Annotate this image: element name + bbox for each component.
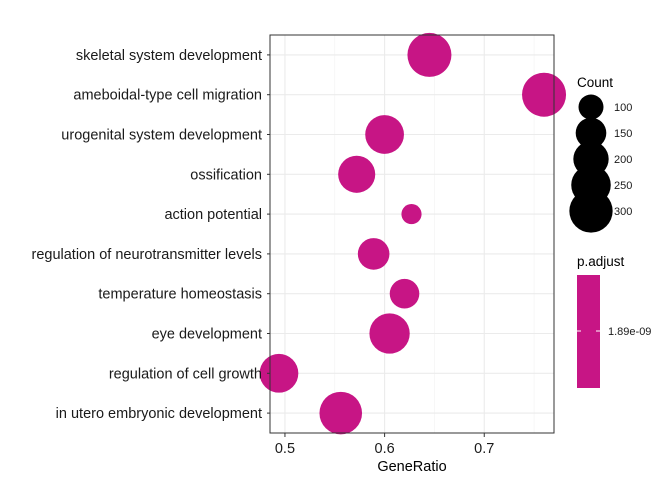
y-tick-label: eye development [152, 327, 262, 343]
y-axis-labels: skeletal system development ameboidal-typ… [31, 48, 270, 422]
y-tick-label: action potential [164, 207, 262, 223]
p-adjust-legend: p.adjust 1.89e-09 [577, 254, 651, 388]
data-point [319, 391, 363, 435]
count-legend-label: 250 [614, 180, 632, 192]
count-legend-label: 150 [614, 128, 632, 140]
count-legend-key [578, 94, 604, 120]
data-point [522, 72, 567, 117]
x-axis-ticks: 0.5 0.6 0.7 [275, 433, 494, 457]
p-adjust-legend-title: p.adjust [577, 254, 625, 269]
count-legend-title: Count [577, 75, 613, 90]
panel-background [270, 35, 554, 433]
x-tick-label: 0.7 [474, 441, 494, 457]
count-legend-label: 100 [614, 102, 632, 114]
y-tick-label: regulation of cell growth [109, 366, 262, 382]
count-legend-label: 200 [614, 154, 632, 166]
count-legend-label: 300 [614, 206, 632, 218]
y-tick-label: regulation of neurotransmitter levels [31, 247, 262, 263]
data-point [357, 238, 390, 270]
data-points [259, 32, 567, 435]
y-tick-label: in utero embryonic development [56, 406, 262, 422]
data-point [365, 115, 404, 154]
data-point [401, 204, 422, 225]
data-point [389, 278, 420, 309]
p-adjust-colorbar [577, 275, 600, 388]
data-point [259, 353, 299, 393]
y-tick-label: ameboidal-type cell migration [73, 88, 262, 104]
data-point [369, 313, 410, 354]
count-legend: Count 100 150 200 250 300 [569, 75, 632, 233]
panel-border [269, 34, 555, 434]
x-axis-title: GeneRatio [377, 459, 446, 475]
y-tick-label: ossification [190, 167, 262, 183]
y-tick-label: urogenital system development [61, 128, 262, 144]
y-tick-label: skeletal system development [76, 48, 262, 64]
x-tick-label: 0.6 [375, 441, 395, 457]
y-tick-label: temperature homeostasis [98, 287, 262, 303]
data-point [407, 32, 452, 77]
count-legend-key [575, 117, 607, 149]
data-point [338, 155, 376, 193]
x-tick-label: 0.5 [275, 441, 295, 457]
p-adjust-legend-label: 1.89e-09 [608, 326, 651, 338]
count-legend-key [569, 189, 613, 233]
